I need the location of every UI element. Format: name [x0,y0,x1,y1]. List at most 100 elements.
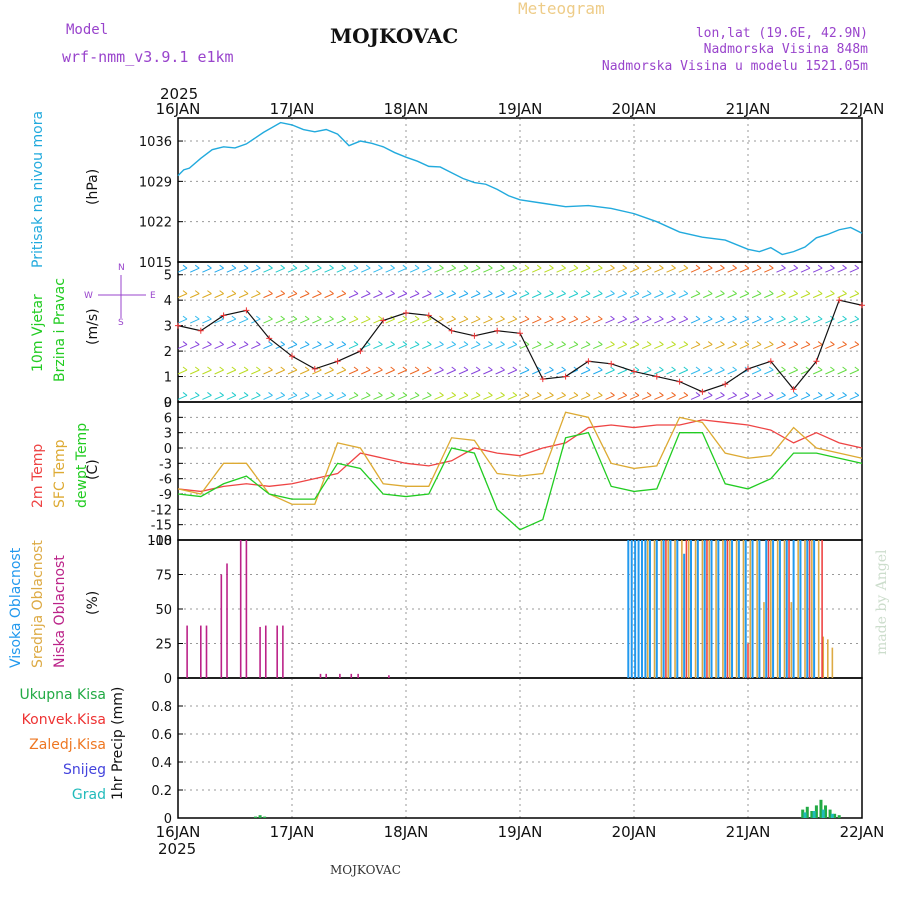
wind-arrow-head [353,341,359,345]
wind-arrow [336,394,346,400]
wind-arrow-head [414,341,420,345]
wind-arrow-head [268,392,273,396]
station-title: MOJKOVAC [330,24,458,48]
wind-arrow-head [219,264,224,269]
wind-arrow-head [414,366,420,371]
wind-arrow [715,267,725,273]
wind-arrow-head [426,290,432,295]
wind-arrow-head [585,392,591,396]
wind-arrow-head [353,264,359,269]
wind-arrow-head [231,290,237,295]
temp-line-2 [177,431,863,531]
wind-arrow-head [634,392,640,396]
wind-arrow [544,344,554,350]
wind-arrow-head [243,341,249,345]
wind-arrow [519,293,530,299]
wind-arrow-head [378,264,383,269]
wind-arrow [385,344,395,350]
panel-frame-precip [177,677,863,819]
wind-arrow-head [793,341,799,345]
wind-arrow-head [402,366,408,371]
wind-arrow [361,293,371,299]
wind-arrow [483,318,493,324]
footer-station: MOJKOVAC [330,863,401,877]
wind-arrow [336,293,346,299]
wind-arrow [654,318,664,324]
wind-arrow-head [194,392,200,396]
wind-arrow-head [475,290,481,295]
wind-arrow-head [720,392,725,396]
elevation-label: Nadmorska Visina 848m [704,42,869,57]
wind-arrow [654,369,664,375]
wind-arrow [214,293,224,299]
wind-arrow-head [622,264,628,269]
y-tick-clouds-3: 75 [155,569,172,584]
compass-w: W [84,291,93,301]
wind-arrow [446,293,456,299]
wind-arrow [837,318,847,324]
wind-arrow [495,293,505,299]
wind-arrow-head [536,290,542,295]
wind-arrow [544,267,554,273]
wind-arrow-head [292,366,298,371]
wind-arrow-head [805,264,811,269]
wind-arrow [764,267,774,273]
wind-arrow-head [536,366,542,371]
temp-unit: (C) [85,459,101,480]
wind-arrow-head [329,315,334,320]
wind-arrow [299,267,310,273]
wind-arrow [190,394,200,400]
wind-arrow-head [341,366,347,371]
wind-arrow [800,318,811,324]
y-tick-wind-2: 2 [164,345,172,360]
wind-arrow-head [414,392,420,396]
wind-arrow [495,344,505,350]
wind-arrow [202,344,212,350]
pressure-line [177,121,863,256]
wind-arrow-head [207,315,212,320]
wind-arrow-head [707,264,713,269]
y-tick-wind-4: 4 [164,294,172,309]
wind-arrow-head [610,315,615,320]
wind-arrow [739,293,750,299]
wind-arrow-head [793,264,799,269]
wind-arrow-head [317,315,322,320]
precip-bar-0-0 [254,816,258,818]
wind-arrow [593,318,603,324]
wind-arrow [507,293,517,299]
wind-arrow-head [292,264,298,269]
wind-arrow [470,344,481,350]
wind-arrow [788,369,798,375]
wind-arrow-head [720,290,725,295]
panel-wind: 0 1 2 3 4 5 [164,261,863,411]
y-tick-temperature-1: -15 [151,519,172,534]
wind-arrow-head [622,290,628,295]
wind-arrow-head [451,392,457,396]
wind-arrow [238,267,249,273]
wind-arrow [507,267,517,273]
wind-arrow [177,318,188,324]
wind-arrow-head [695,315,701,320]
wind-arrow [263,318,273,324]
x-tick-top-2: 18JAN [384,100,429,118]
compass-e: E [150,291,156,301]
wind-arrow-head [549,366,554,371]
wind-arrow-head [646,290,652,295]
wind-arrow [446,267,456,273]
wind-arrow-head [488,366,493,371]
wind-arrow [324,293,334,299]
wind-arrow-head [488,341,493,345]
wind-arrow-head [756,264,762,269]
x-tick-top-1: 17JAN [270,100,315,118]
wind-arrow-head [585,315,591,320]
wind-arrow-head [622,392,628,396]
wind-arrow-head [695,264,701,269]
wind-arrow-head [793,290,799,295]
wind-arrow [654,344,664,350]
wind-arrow-head [634,290,640,295]
wind-arrow-head [707,392,713,396]
wind-arrow-head [720,341,725,345]
y-tick-precip-3: 0.6 [151,728,172,743]
wind-arrow [483,344,493,350]
